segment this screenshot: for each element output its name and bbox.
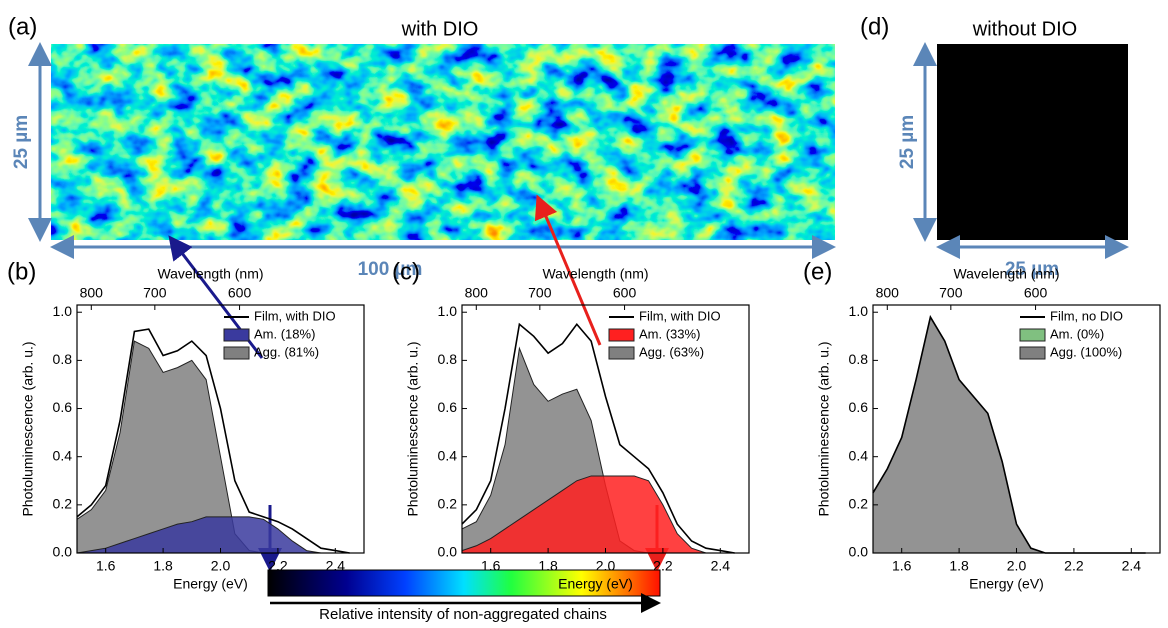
legend-swatch bbox=[1019, 346, 1046, 360]
line bbox=[461, 322, 735, 554]
pointer-arrow bbox=[534, 194, 602, 346]
y-axis-title: Photoluminescence (arb. u.) bbox=[405, 341, 421, 516]
panel-label: (d) bbox=[860, 13, 889, 40]
colorbar-caption: Relative intensity of non-aggregated cha… bbox=[319, 606, 607, 623]
legend-label: Film, with DIO bbox=[639, 308, 721, 323]
y-axis-title: Photoluminescence (arb. u.) bbox=[20, 341, 36, 516]
x-tick-label: 2.4 bbox=[326, 558, 346, 574]
y-tick-label: 0.2 bbox=[53, 496, 73, 512]
x-tick-label: 2.4 bbox=[711, 558, 731, 574]
x2-tick-label: 800 bbox=[876, 285, 900, 301]
y-tick-label: 0.8 bbox=[438, 351, 458, 367]
scale-label: 25 µm bbox=[897, 115, 918, 169]
x-axis-title: Energy (eV) bbox=[969, 576, 1044, 592]
scale-label: 25 µm bbox=[1005, 259, 1059, 280]
x-tick-label: 1.8 bbox=[153, 558, 173, 574]
panel-label: (b) bbox=[7, 258, 36, 285]
x-tick-label: 1.6 bbox=[892, 558, 912, 574]
line bbox=[76, 328, 350, 554]
legend-swatch bbox=[608, 328, 635, 342]
area bbox=[76, 516, 350, 554]
x-tick-label: 2.2 bbox=[653, 558, 673, 574]
y-tick-label: 0.4 bbox=[438, 447, 458, 463]
y-tick-label: 0.4 bbox=[53, 447, 73, 463]
pl-map bbox=[937, 44, 1128, 240]
y-tick-label: 1.0 bbox=[438, 303, 458, 319]
x2-tick-label: 600 bbox=[1024, 285, 1048, 301]
y-tick-label: 0.6 bbox=[438, 399, 458, 415]
x-tick-label: 1.8 bbox=[949, 558, 969, 574]
x-tick-label: 2.2 bbox=[268, 558, 288, 574]
x-tick-label: 2.0 bbox=[1007, 558, 1027, 574]
x-tick-label: 2.0 bbox=[596, 558, 616, 574]
panel-label: (c) bbox=[392, 258, 420, 285]
y-tick-label: 0.4 bbox=[849, 447, 869, 463]
image-title: with DIO bbox=[401, 18, 479, 40]
x-axis-title: Energy (eV) bbox=[558, 576, 633, 592]
x-tick-label: 2.2 bbox=[1064, 558, 1084, 574]
panel-label: (a) bbox=[8, 13, 37, 40]
legend-label: Am. (18%) bbox=[254, 326, 315, 341]
x2-tick-label: 700 bbox=[939, 285, 963, 301]
legend-label: Film, no DIO bbox=[1050, 308, 1123, 323]
y-tick-label: 0.6 bbox=[849, 399, 869, 415]
legend-label: Am. (33%) bbox=[639, 326, 700, 341]
x-tick-label: 1.6 bbox=[96, 558, 116, 574]
y-tick-label: 0.6 bbox=[53, 399, 73, 415]
y-tick-label: 0.0 bbox=[438, 544, 458, 560]
x2-tick-label: 800 bbox=[465, 285, 489, 301]
y-axis-title: Photoluminescence (arb. u.) bbox=[816, 341, 832, 516]
x2-tick-label: 800 bbox=[80, 285, 104, 301]
pl-map bbox=[51, 44, 835, 240]
x2-tick-label: 700 bbox=[143, 285, 167, 301]
x-tick-label: 1.8 bbox=[538, 558, 558, 574]
x2-axis-title: Wavelength (nm) bbox=[953, 266, 1059, 282]
x2-tick-label: 600 bbox=[613, 285, 637, 301]
x2-tick-label: 600 bbox=[228, 285, 252, 301]
legend-label: Film, with DIO bbox=[254, 308, 336, 323]
legend-label: Agg. (81%) bbox=[254, 344, 319, 359]
y-tick-label: 0.0 bbox=[849, 544, 869, 560]
legend-swatch bbox=[608, 346, 635, 360]
y-tick-label: 0.8 bbox=[53, 351, 73, 367]
colorbar bbox=[267, 569, 661, 597]
legend-label: Agg. (63%) bbox=[639, 344, 704, 359]
y-tick-label: 0.8 bbox=[849, 351, 869, 367]
panel-label: (e) bbox=[803, 258, 832, 285]
x-tick-label: 1.6 bbox=[481, 558, 501, 574]
scale-label: 25 µm bbox=[11, 115, 32, 169]
legend-swatch bbox=[223, 328, 250, 342]
legend-label: Agg. (100%) bbox=[1050, 344, 1122, 359]
image-title: without DIO bbox=[972, 18, 1077, 40]
legend-swatch bbox=[223, 346, 250, 360]
x2-axis-title: Wavelength (nm) bbox=[157, 266, 263, 282]
legend-label: Am. (0%) bbox=[1050, 326, 1104, 341]
x-tick-label: 2.0 bbox=[211, 558, 231, 574]
y-tick-label: 1.0 bbox=[849, 303, 869, 319]
legend-swatch bbox=[1019, 328, 1046, 342]
x2-axis-title: Wavelength (nm) bbox=[542, 266, 648, 282]
y-tick-label: 1.0 bbox=[53, 303, 73, 319]
y-tick-label: 0.2 bbox=[438, 496, 458, 512]
x-axis-title: Energy (eV) bbox=[173, 576, 248, 592]
scale-label: 100 µm bbox=[358, 259, 423, 280]
y-tick-label: 0.0 bbox=[53, 544, 73, 560]
x-tick-label: 2.4 bbox=[1122, 558, 1142, 574]
x2-tick-label: 700 bbox=[528, 285, 552, 301]
y-tick-label: 0.2 bbox=[849, 496, 869, 512]
